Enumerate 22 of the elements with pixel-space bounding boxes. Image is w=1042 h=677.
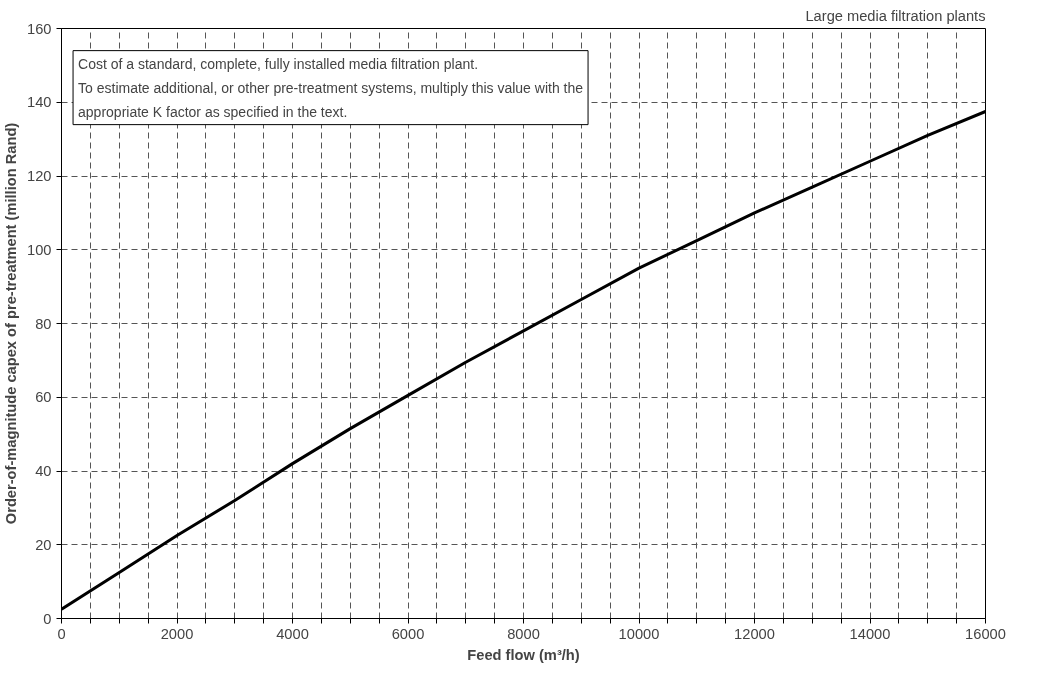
y-tick-label: 120 <box>27 168 52 184</box>
y-tick-label: 140 <box>27 94 52 111</box>
x-tick-label: 4000 <box>276 625 309 642</box>
x-tick-label: 8000 <box>507 625 540 642</box>
y-tick-label: 0 <box>43 610 52 627</box>
y-tick-label: 20 <box>35 536 52 553</box>
x-tick-label: 14000 <box>849 625 891 642</box>
x-axis-title: Feed flow (m³/h) <box>467 646 580 663</box>
x-tick-label: 2000 <box>160 625 194 642</box>
y-tick-label: 80 <box>35 315 52 332</box>
chart-title: Large media filtration plants <box>805 7 986 24</box>
y-tick-label: 60 <box>35 389 52 406</box>
x-tick-label: 6000 <box>391 625 425 642</box>
annotation: Cost of a standard, complete, fully installed media filtration plant. To estimate additional, or other pre-treatment systems, multiply this value with the appropriate K factor as specified in the text. <box>78 55 584 120</box>
x-tick-label: 10000 <box>618 625 660 642</box>
x-tick-label: 0 <box>57 625 66 642</box>
y-tick-label: 160 <box>27 20 52 37</box>
y-tick-label: 40 <box>35 463 52 479</box>
x-tick-label: 12000 <box>734 625 775 642</box>
y-axis-title: Order-of-magnitude capex of pre-treatment (million Rand) <box>3 122 20 525</box>
x-tick-label: 16000 <box>965 625 1006 642</box>
y-tick-label: 100 <box>27 241 52 258</box>
